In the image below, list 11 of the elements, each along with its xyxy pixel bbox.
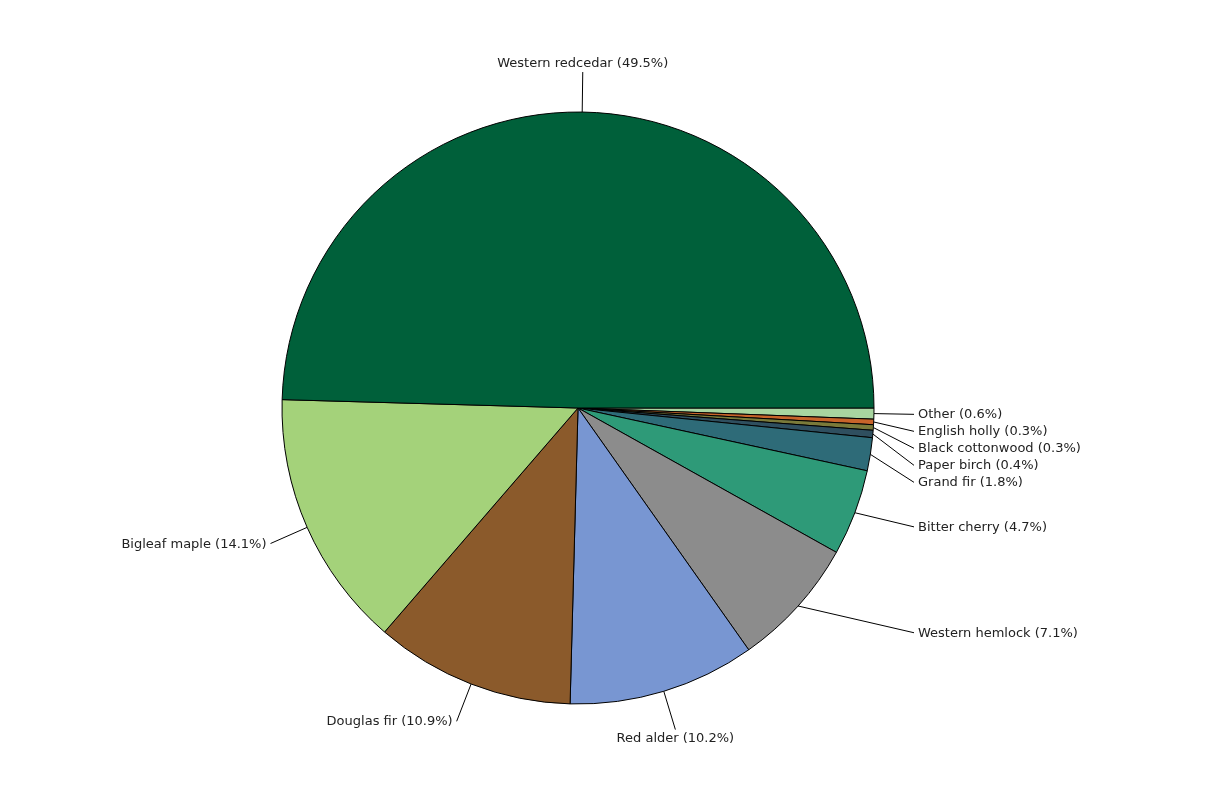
slice-label: Other (0.6%) (918, 406, 1003, 422)
slice-label: Black cottonwood (0.3%) (918, 440, 1081, 456)
slice-label: Bitter cherry (4.7%) (918, 518, 1048, 534)
slice-label: Bigleaf maple (14.1%) (121, 535, 267, 551)
slice-label: Western hemlock (7.1%) (918, 624, 1078, 640)
slice-label: Paper birch (0.4%) (918, 457, 1039, 473)
slice-label: Grand fir (1.8%) (918, 474, 1023, 490)
slice-label: English holly (0.3%) (918, 423, 1048, 439)
slice-label: Douglas fir (10.9%) (326, 713, 453, 729)
slice-label: Western redcedar (49.5%) (497, 55, 669, 71)
slice-label: Red alder (10.2%) (616, 729, 735, 745)
